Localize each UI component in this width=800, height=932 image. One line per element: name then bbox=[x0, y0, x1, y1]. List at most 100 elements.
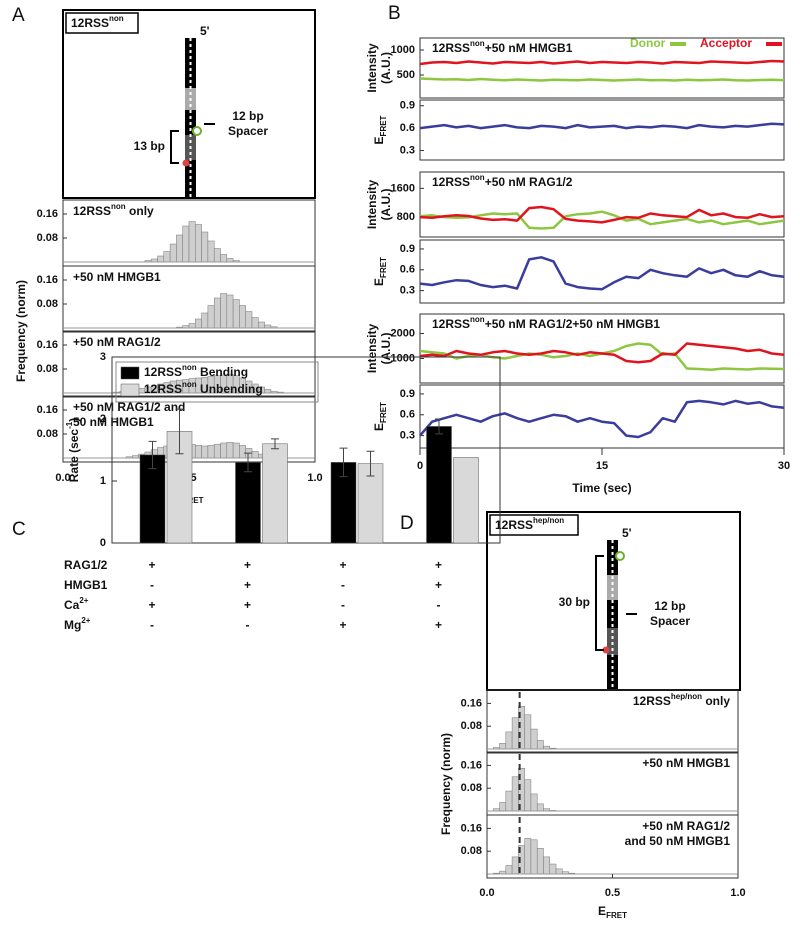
histogram-bar bbox=[499, 802, 507, 812]
histogram-bar bbox=[201, 231, 209, 263]
histogram-bar bbox=[163, 251, 171, 263]
y-axis-label: (A.U.) bbox=[379, 333, 393, 365]
histogram-bar bbox=[220, 293, 228, 329]
histogram-bar bbox=[195, 445, 202, 459]
subplot-frame bbox=[419, 239, 785, 304]
subplot-frame bbox=[62, 330, 316, 398]
subplot-title-part: non bbox=[470, 39, 485, 48]
spacer-label: 12 bp bbox=[654, 599, 685, 613]
histogram-bar bbox=[530, 728, 538, 750]
trace bbox=[419, 399, 785, 439]
legend-label: Donor bbox=[630, 36, 666, 50]
condition-label-part: Mg bbox=[64, 618, 81, 632]
histogram-bar bbox=[213, 443, 221, 459]
legend-label-part: Unbending bbox=[197, 382, 263, 396]
y-axis-label-part: E bbox=[372, 423, 386, 431]
y-tick-label: 1600 bbox=[391, 182, 415, 194]
error-bar bbox=[435, 418, 443, 435]
subplot-frame bbox=[419, 384, 785, 449]
histogram-bar bbox=[555, 868, 563, 875]
condition-value: + bbox=[148, 598, 155, 612]
y-tick-label: 0.08 bbox=[37, 232, 58, 244]
histogram-bar bbox=[239, 445, 246, 459]
y-axis-label: Rate (sec-1) bbox=[65, 418, 81, 483]
legend-label-part: non bbox=[182, 363, 197, 372]
histogram-bar bbox=[207, 305, 215, 329]
y-tick-label: 0.6 bbox=[400, 122, 415, 134]
x-tick-label: 15 bbox=[596, 460, 608, 472]
subplot-title: +50 nM RAG1/2 bbox=[73, 335, 161, 349]
subplot-title: 12RSSnon only bbox=[73, 202, 154, 218]
y-axis-label: Frequency (norm) bbox=[14, 280, 28, 382]
x-tick-label: 1.0 bbox=[730, 887, 745, 899]
bar bbox=[357, 463, 384, 544]
subplot-title-part: hep/non bbox=[671, 692, 702, 701]
condition-value: - bbox=[341, 578, 345, 592]
condition-label: RAG1/2 bbox=[64, 558, 108, 572]
subplot-title-part: only bbox=[126, 204, 154, 218]
y-axis-label: (A.U.) bbox=[379, 189, 393, 221]
subplot-title: +50 nM HMGB1 bbox=[73, 270, 161, 284]
subplot-title-part: non bbox=[111, 202, 126, 211]
condition-value: + bbox=[339, 558, 346, 572]
y-tick-label: 0.08 bbox=[37, 428, 58, 440]
trace bbox=[419, 342, 785, 364]
trace bbox=[419, 256, 785, 291]
y-axis-label: (A.U.) bbox=[379, 52, 393, 84]
y-axis-label: Intensity bbox=[365, 180, 379, 230]
y-axis-label-part: E bbox=[372, 278, 386, 286]
y-axis-label: EFRET bbox=[372, 402, 388, 431]
y-tick-label: 0.08 bbox=[37, 363, 58, 375]
subplot-title-part: +50 nM RAG1/2 bbox=[485, 175, 573, 189]
bar bbox=[453, 457, 479, 544]
error-bar bbox=[271, 438, 279, 450]
x-tick-label: 0.0 bbox=[55, 472, 70, 484]
error-bar bbox=[175, 408, 184, 455]
legend-label: Acceptor bbox=[700, 36, 752, 50]
histogram-bar bbox=[499, 743, 507, 750]
y-tick-label: 1000 bbox=[391, 352, 415, 364]
donor-dye bbox=[615, 551, 625, 561]
histogram-bar bbox=[226, 294, 234, 329]
error-bar bbox=[244, 452, 252, 473]
subplot-frame bbox=[419, 171, 785, 238]
error-bar bbox=[339, 447, 348, 478]
condition-label-part: 2+ bbox=[81, 616, 90, 625]
diagram-label: 12RSSnon bbox=[71, 14, 124, 30]
label-box bbox=[489, 514, 579, 536]
histogram-bar bbox=[251, 317, 259, 329]
subplot-title-part: non bbox=[470, 315, 485, 324]
histogram-bar bbox=[543, 856, 550, 875]
diagram-label-part: non bbox=[109, 14, 124, 23]
subplot-title: 12RSSnon+50 nM HMGB1 bbox=[432, 39, 573, 55]
bar bbox=[139, 454, 166, 544]
subplot-title-part: 12RSS bbox=[432, 175, 470, 189]
y-tick-label: 0.16 bbox=[37, 339, 58, 351]
subplot-title-part: 12RSS bbox=[432, 41, 470, 55]
error-bar bbox=[366, 450, 375, 477]
spacer-label: Spacer bbox=[650, 614, 690, 628]
condition-value: + bbox=[435, 558, 442, 572]
legend-label-part: non bbox=[182, 380, 197, 389]
y-tick-label: 2 bbox=[100, 413, 106, 425]
histogram-bar bbox=[251, 451, 259, 459]
error-bar bbox=[148, 440, 157, 470]
condition-value: + bbox=[244, 578, 251, 592]
y-tick-label: 0.08 bbox=[37, 298, 58, 310]
span-label: 30 bp bbox=[559, 595, 590, 609]
condition-value: + bbox=[244, 558, 251, 572]
legend-label: 12RSSnon Bending bbox=[144, 363, 248, 379]
condition-value: - bbox=[150, 618, 154, 632]
histogram-bar bbox=[530, 793, 538, 812]
y-tick-label: 0.6 bbox=[400, 409, 415, 421]
subplot-frame bbox=[419, 99, 785, 161]
histogram-bar bbox=[239, 305, 246, 329]
y-tick-label: 0.08 bbox=[461, 720, 482, 732]
end-label: 5' bbox=[622, 526, 632, 540]
subplot-frame bbox=[419, 37, 785, 99]
label-box bbox=[65, 12, 139, 34]
histogram-bar bbox=[245, 311, 253, 329]
histogram-bar bbox=[188, 221, 196, 263]
x-tick-label: 0.5 bbox=[605, 887, 620, 899]
